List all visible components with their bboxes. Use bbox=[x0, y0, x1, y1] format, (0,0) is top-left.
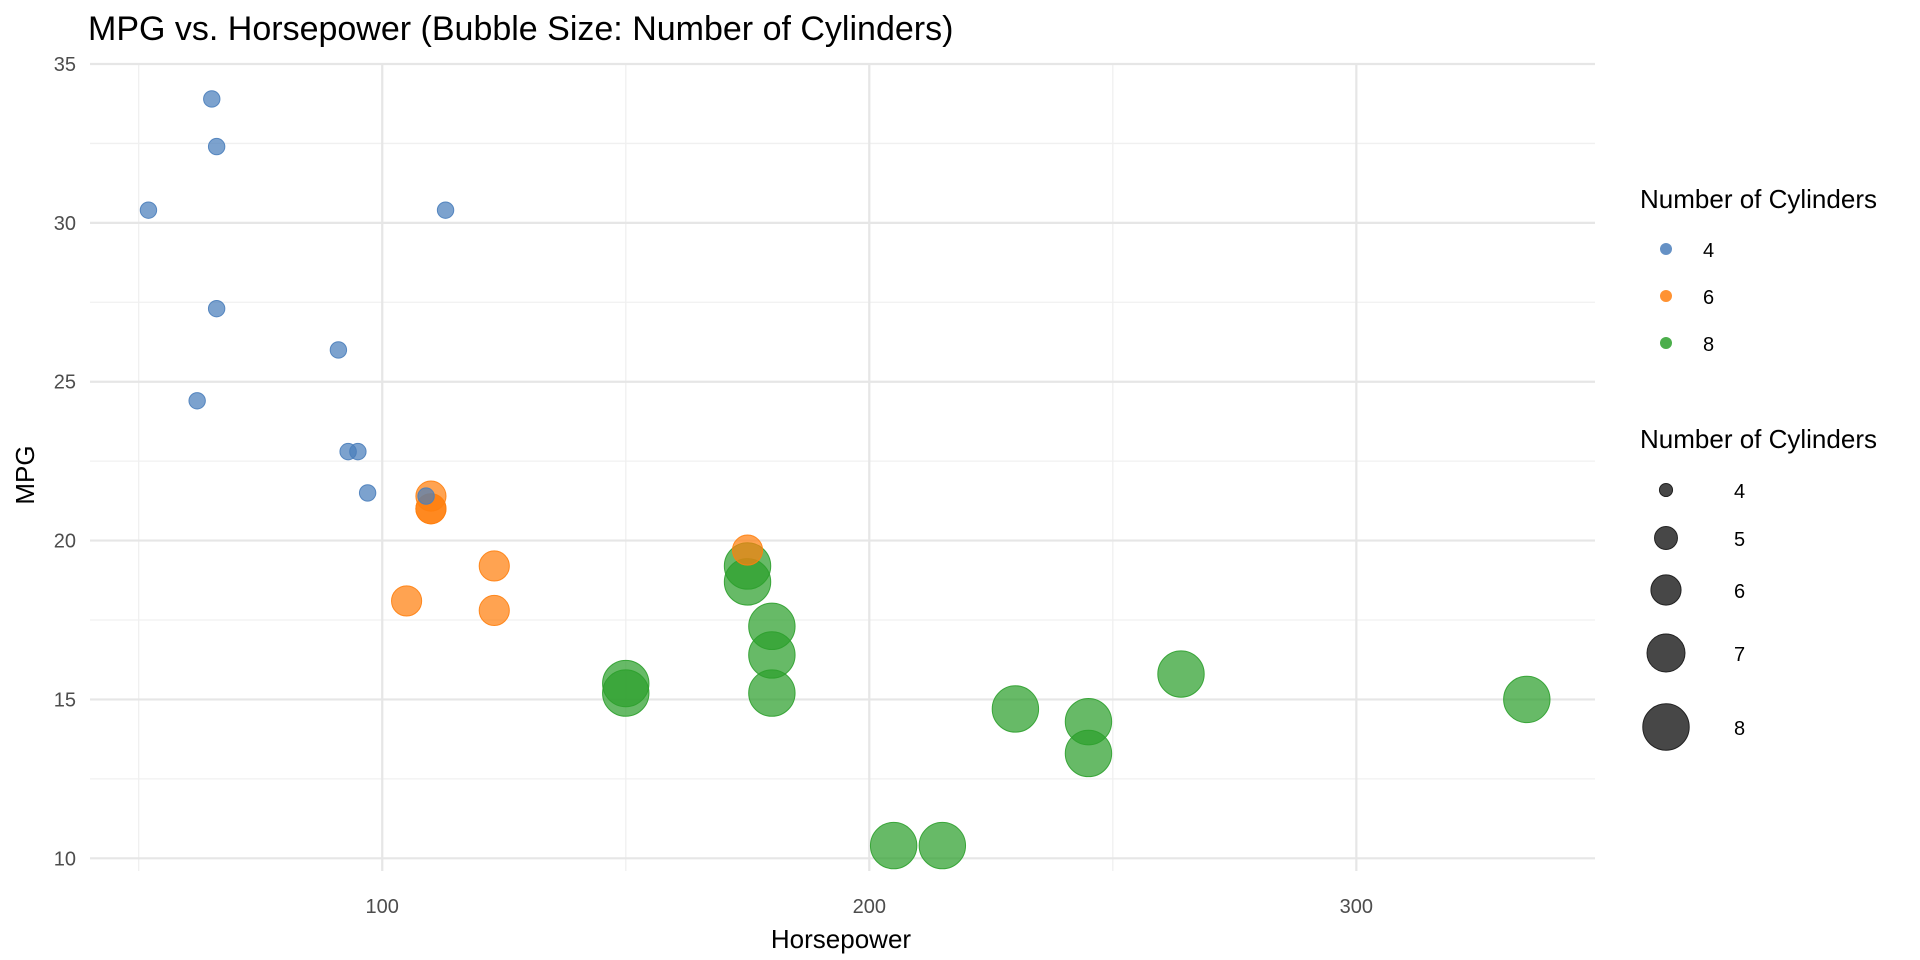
data-point-cyl-4 bbox=[436, 201, 455, 219]
size-legend-key bbox=[1658, 482, 1674, 498]
size-legend-title: Number of Cylinders bbox=[1640, 424, 1877, 454]
data-point-cyl-8 bbox=[869, 821, 918, 870]
color-legend-title: Number of Cylinders bbox=[1640, 184, 1877, 214]
y-tick-label: 35 bbox=[54, 54, 76, 76]
data-point-cyl-4 bbox=[203, 90, 221, 108]
data-point-cyl-8 bbox=[602, 669, 650, 717]
y-tick-label: 25 bbox=[54, 372, 76, 394]
y-tick-label: 20 bbox=[54, 531, 76, 553]
size-legend-key bbox=[1650, 574, 1682, 606]
data-point-cyl-8 bbox=[1503, 675, 1551, 724]
y-axis-title: MPG bbox=[10, 445, 40, 504]
data-point-cyl-6 bbox=[731, 534, 764, 566]
color-legend: Number of Cylinders 4 6 8 bbox=[1640, 184, 1877, 356]
y-tick-label: 30 bbox=[54, 213, 76, 235]
color-legend-key bbox=[1660, 243, 1672, 255]
data-point-cyl-8 bbox=[748, 669, 796, 717]
color-legend-label: 8 bbox=[1703, 334, 1714, 356]
data-point-cyl-4 bbox=[358, 484, 377, 502]
y-tick-label: 15 bbox=[54, 689, 76, 711]
size-legend-key bbox=[1654, 526, 1678, 550]
size-legend-key bbox=[1646, 633, 1686, 673]
color-legend-label: 6 bbox=[1703, 287, 1714, 309]
color-legend-label: 4 bbox=[1703, 240, 1714, 262]
x-tick-label: 100 bbox=[366, 896, 399, 918]
y-tick-label: 10 bbox=[54, 848, 76, 870]
data-point-cyl-4 bbox=[207, 299, 226, 318]
size-legend-label: 7 bbox=[1734, 644, 1745, 666]
data-point-cyl-8 bbox=[1064, 729, 1113, 778]
data-point-cyl-4 bbox=[417, 487, 435, 505]
chart-title: MPG vs. Horsepower (Bubble Size: Number … bbox=[88, 10, 953, 48]
data-point-cyl-4 bbox=[329, 341, 348, 359]
size-legend: Number of Cylinders 4 5 6 7 8 bbox=[1640, 424, 1877, 751]
plot-area: 100 200 300 10 15 20 25 30 35 bbox=[54, 54, 1595, 918]
data-point-cyl-8 bbox=[748, 602, 796, 651]
size-legend-label: 4 bbox=[1734, 481, 1745, 503]
data-point-cyl-6 bbox=[391, 585, 423, 617]
color-legend-key bbox=[1660, 290, 1672, 302]
x-tick-label: 200 bbox=[853, 896, 886, 918]
data-point-cyl-4 bbox=[349, 442, 367, 461]
data-point-cyl-6 bbox=[478, 550, 510, 582]
data-point-cyl-8 bbox=[991, 685, 1040, 733]
size-legend-key bbox=[1642, 703, 1690, 751]
data-point-cyl-4 bbox=[207, 137, 226, 156]
data-point-cyl-6 bbox=[478, 594, 510, 627]
data-point-cyl-4 bbox=[188, 392, 206, 410]
data-point-cyl-8 bbox=[918, 821, 967, 870]
size-legend-label: 6 bbox=[1734, 581, 1745, 603]
data-point-cyl-8 bbox=[1157, 650, 1205, 698]
size-legend-label: 8 bbox=[1734, 718, 1745, 740]
color-legend-key bbox=[1660, 337, 1672, 349]
x-axis-title: Horsepower bbox=[771, 924, 912, 954]
data-point-cyl-4 bbox=[139, 201, 158, 219]
x-tick-label: 300 bbox=[1340, 896, 1373, 918]
size-legend-label: 5 bbox=[1734, 529, 1745, 551]
